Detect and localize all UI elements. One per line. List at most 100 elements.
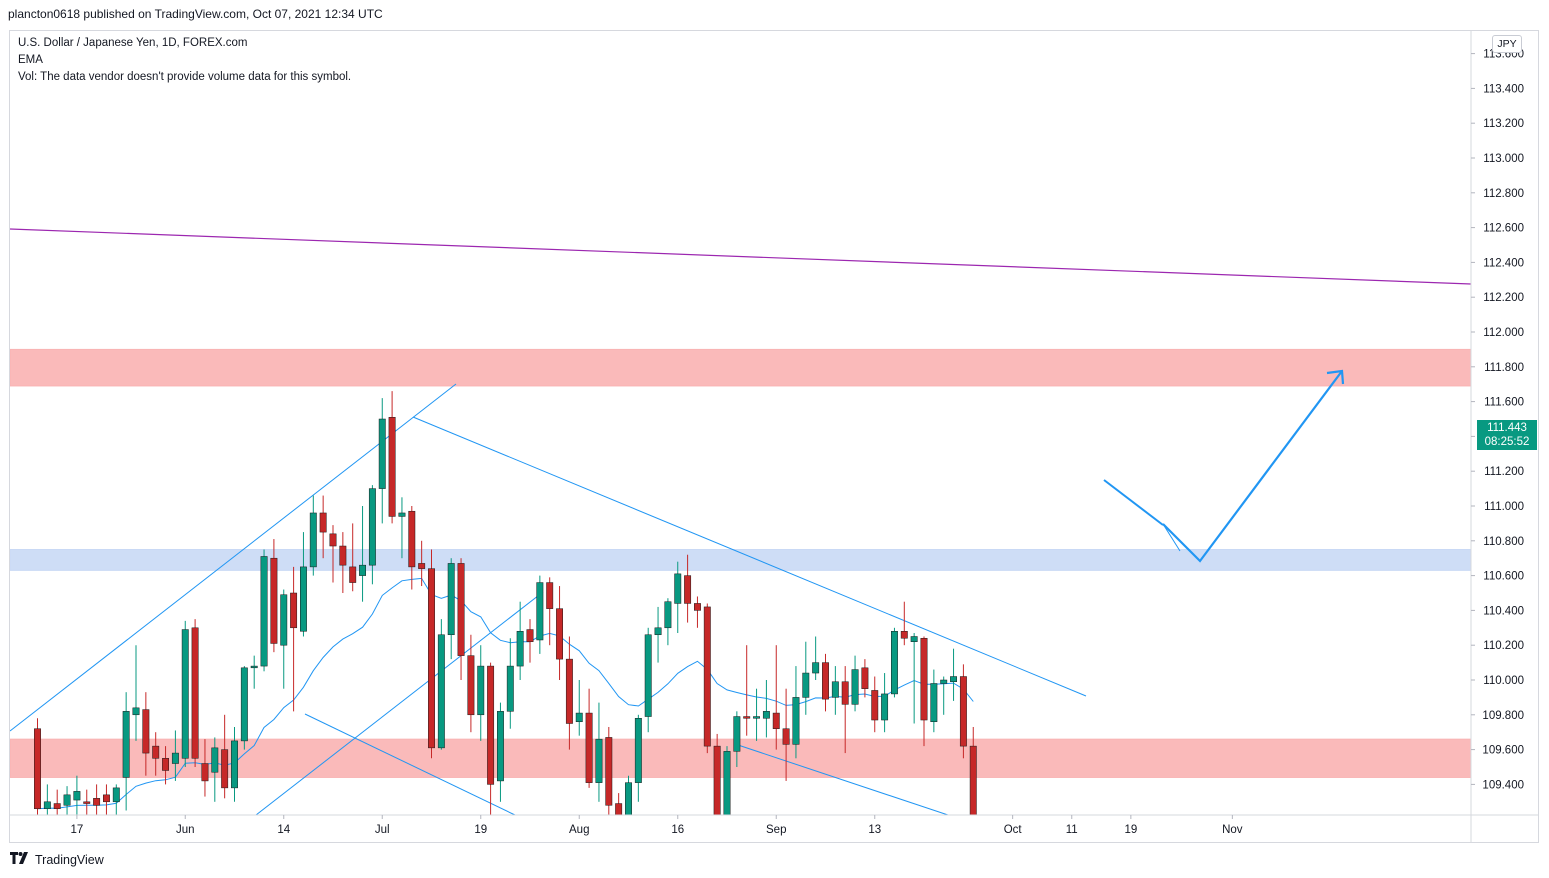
candle <box>940 676 948 715</box>
candle <box>575 680 583 736</box>
candle <box>605 726 613 815</box>
candle-body <box>487 665 495 785</box>
candle-body <box>329 533 337 547</box>
candle-body <box>950 676 957 682</box>
candle-body <box>753 716 760 719</box>
candle <box>516 601 524 680</box>
candle-body <box>733 716 741 752</box>
candle-body <box>53 803 61 810</box>
candle-body <box>891 631 898 695</box>
candle <box>664 598 672 646</box>
legend-ema[interactable]: EMA <box>18 54 43 66</box>
last-price-value: 111.443 <box>1487 422 1527 434</box>
candle <box>753 688 760 741</box>
candle-body <box>132 707 140 716</box>
x-tick-label: Jul <box>375 824 390 836</box>
candle <box>684 554 692 623</box>
candle <box>359 506 367 602</box>
candle-body <box>191 627 199 759</box>
candle-body <box>625 782 632 815</box>
candle-body <box>309 512 317 568</box>
x-tick-label: 11 <box>1066 824 1078 836</box>
y-tick-label: 111.600 <box>1484 397 1524 409</box>
candle <box>73 775 81 815</box>
candle <box>743 645 751 736</box>
candle-body <box>290 592 298 629</box>
candle-body <box>762 711 770 719</box>
candle <box>644 627 652 733</box>
candle <box>772 645 780 750</box>
candle-body <box>34 728 41 810</box>
candle <box>93 784 101 815</box>
candle-body <box>388 417 396 517</box>
candle <box>339 532 347 593</box>
candle-body <box>565 658 573 724</box>
x-tick-label: 16 <box>671 824 684 836</box>
candle-body <box>615 803 623 815</box>
candle-body <box>467 655 475 716</box>
candle <box>851 655 859 712</box>
x-tick-label: 13 <box>868 824 881 836</box>
candle <box>920 636 928 747</box>
candle-body <box>585 712 593 783</box>
candle-body <box>162 758 170 771</box>
y-tick-label: 111.000 <box>1484 501 1524 513</box>
candle <box>63 786 71 815</box>
footer-brand[interactable]: TradingView <box>10 852 104 867</box>
channel-top-line <box>10 228 1471 285</box>
candle-body <box>477 665 485 716</box>
candle-body <box>536 582 544 641</box>
candle-body <box>772 712 780 729</box>
x-tick-label: Oct <box>1004 824 1023 836</box>
candle-body <box>428 568 435 749</box>
candle <box>812 636 820 680</box>
candle <box>388 391 396 524</box>
candle-body <box>211 747 219 773</box>
candle <box>270 539 278 653</box>
candle <box>723 746 731 815</box>
candle <box>703 603 711 754</box>
candle <box>447 558 455 660</box>
y-tick-label: 110.400 <box>1483 605 1524 617</box>
candle <box>654 606 662 663</box>
legend-symbol[interactable]: U.S. Dollar / Japanese Yen, 1D, FOREX.co… <box>18 37 248 49</box>
y-tick-label: 112.400 <box>1483 257 1524 269</box>
footer-brand-text: TradingView <box>35 852 104 867</box>
x-tick-label: 19 <box>474 824 487 836</box>
candle <box>368 485 376 585</box>
flag-line <box>1103 479 1164 526</box>
x-tick-label: Nov <box>1222 824 1243 836</box>
candle-body <box>959 676 967 747</box>
last-price-label: 111.443 08:25:52 <box>1477 420 1537 450</box>
candle-body <box>841 681 849 705</box>
currency-button[interactable]: JPY <box>1492 35 1522 53</box>
candle <box>546 577 554 646</box>
candle-body <box>63 794 71 806</box>
candle <box>930 669 938 733</box>
candle <box>822 653 829 712</box>
candle <box>53 789 61 815</box>
candle-body <box>526 629 534 642</box>
candle-body <box>506 665 514 712</box>
publisher-line: plancton0618 published on TradingView.co… <box>8 7 383 21</box>
candle-body <box>181 629 189 759</box>
candle-body <box>349 566 357 583</box>
candle <box>536 575 544 654</box>
x-tick-label: Sep <box>766 824 786 836</box>
candle-body <box>644 634 652 717</box>
candle <box>152 732 160 776</box>
channel-lower-left-line <box>304 713 516 815</box>
candle-body <box>881 693 889 721</box>
candle <box>250 655 258 689</box>
x-tick-label: 14 <box>277 824 290 836</box>
y-tick-label: 110.000 <box>1483 675 1524 687</box>
y-tick-label: 113.200 <box>1483 118 1524 130</box>
candle-body <box>103 794 110 803</box>
candle <box>132 645 140 741</box>
candle <box>171 730 179 781</box>
y-tick-label: 112.800 <box>1483 188 1524 200</box>
candle-body <box>447 563 455 636</box>
falling-trendline <box>412 416 1087 697</box>
y-tick-label: 109.800 <box>1482 710 1524 722</box>
